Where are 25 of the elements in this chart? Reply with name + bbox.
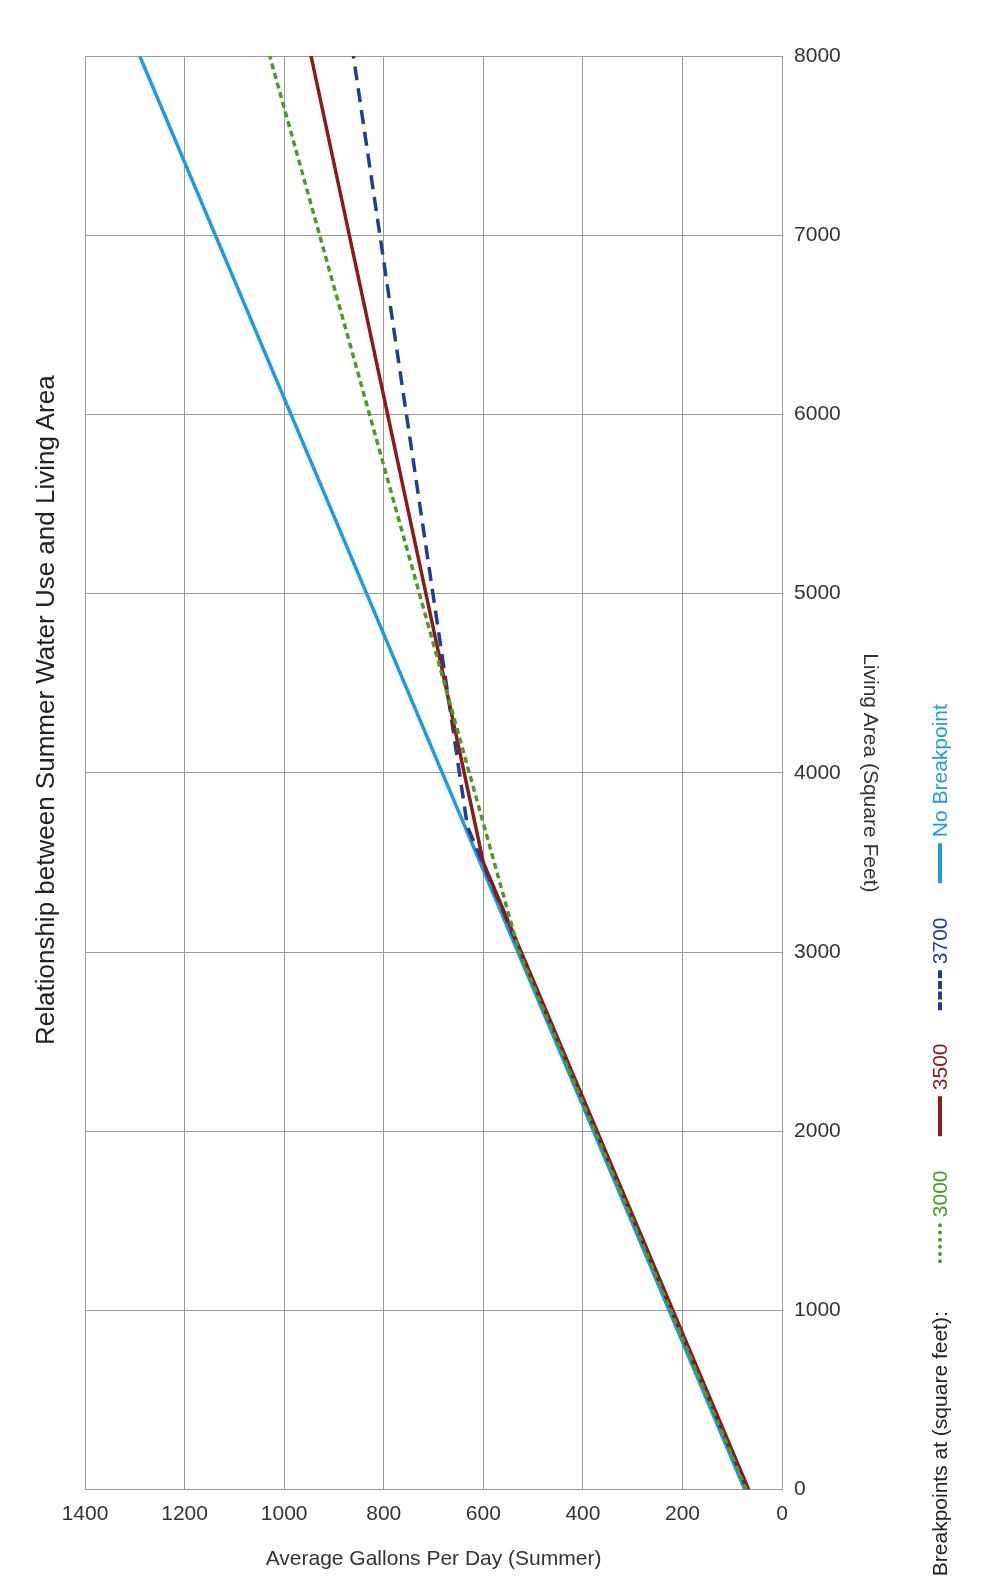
y-tick-label: 3000 xyxy=(794,938,841,962)
x-tick-label: 1200 xyxy=(161,1501,208,1524)
x-tick-label: 200 xyxy=(664,1501,701,1524)
text: Relationship between Summer Water Use and Living Area xyxy=(30,374,61,1047)
text: 3500 xyxy=(928,1043,952,1091)
y-tick-label: 4000 xyxy=(794,759,841,783)
y-tick-label: 1000 xyxy=(794,1297,841,1321)
x-tick-label: 0 xyxy=(776,1501,788,1524)
x-axis-title: Average Gallons Per Day (Summer) xyxy=(265,1546,602,1570)
x-tick-label: 1400 xyxy=(61,1501,109,1524)
y-tick-label: 6000 xyxy=(794,401,841,425)
text: No Breakpoint xyxy=(928,703,952,837)
x-tick-label: 600 xyxy=(465,1501,501,1524)
legend-title: Breakpoints at (square feet): xyxy=(928,1311,952,1576)
y-tick-label: 8000 xyxy=(794,42,841,66)
x-tick-label: 1000 xyxy=(260,1501,308,1524)
y-axis-title: Living Area (Square Feet) xyxy=(859,653,883,893)
text: 3000 xyxy=(928,1170,952,1218)
text: 3700 xyxy=(928,916,952,964)
x-tick-label: 400 xyxy=(565,1501,601,1524)
y-tick-label: 7000 xyxy=(794,222,841,245)
x-tick-label: 800 xyxy=(366,1501,402,1524)
y-tick-label: 2000 xyxy=(794,1118,841,1141)
y-tick-label: 5000 xyxy=(794,580,841,604)
y-tick-label: 0 xyxy=(794,1476,806,1500)
